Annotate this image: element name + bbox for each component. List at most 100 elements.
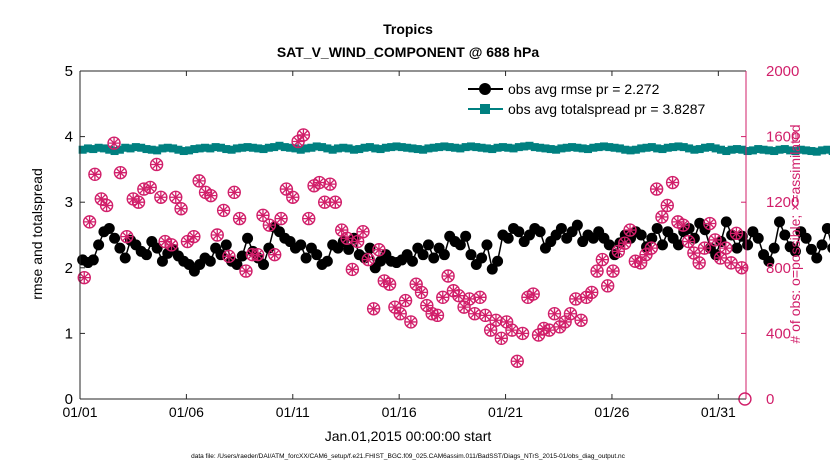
x-tick-label: 01/31 xyxy=(701,404,736,420)
obs-assimilated-point xyxy=(389,301,401,313)
totalspread-point xyxy=(424,144,433,153)
obs-assimilated-point xyxy=(506,324,518,336)
totalspread-point xyxy=(786,146,795,155)
totalspread-point xyxy=(275,141,284,150)
obs-possible-point xyxy=(107,136,121,150)
obs-possible-point xyxy=(569,292,583,306)
obs-possible-point xyxy=(611,244,626,259)
obs-possible-point xyxy=(356,225,370,239)
totalspread-point xyxy=(573,143,582,152)
obs-possible-point xyxy=(366,302,381,316)
obs-possible-point xyxy=(623,223,637,237)
totalspread-point xyxy=(594,143,603,152)
obs-assimilated-point xyxy=(490,314,502,326)
totalspread-point xyxy=(376,145,385,154)
data-file-footer: data file: /Users/raeder/DAI/ATM_forcXX/… xyxy=(191,453,626,460)
rmse-point xyxy=(103,222,115,234)
totalspread-point xyxy=(419,145,428,154)
obs-assimilated-point xyxy=(570,293,582,305)
obs-assimilated-point xyxy=(485,324,497,336)
obs-possible-point xyxy=(267,247,282,262)
x-tick-label: 01/06 xyxy=(169,404,204,420)
totalspread-point xyxy=(578,144,587,153)
legend-rmse-marker xyxy=(479,83,491,95)
obs-assimilated-point xyxy=(469,308,481,320)
obs-assimilated-point xyxy=(527,288,539,300)
obs-assimilated-point xyxy=(263,219,275,231)
totalspread-point xyxy=(727,145,736,154)
obs-possible-point xyxy=(430,308,445,323)
totalspread-point xyxy=(115,145,124,154)
totalspread-point xyxy=(440,142,449,151)
obs-assimilated-point xyxy=(133,196,145,208)
totalspread-point xyxy=(823,145,830,154)
y-left-tick-label: 4 xyxy=(65,129,73,146)
obs-assimilated-point xyxy=(730,227,742,239)
rmse-point xyxy=(752,232,764,244)
obs-assimilated-point xyxy=(591,265,603,277)
obs-possible-point xyxy=(204,188,218,203)
rmse-point xyxy=(768,242,780,254)
legend: obs avg rmse pr = 2.272 obs avg totalspr… xyxy=(462,76,743,122)
obs-assimilated-point xyxy=(559,316,571,328)
obs-possible-point xyxy=(478,308,493,323)
y-right-tick-label: 1200 xyxy=(766,194,799,211)
obs-assimilated-point xyxy=(522,291,534,303)
obs-assimilated-point xyxy=(714,252,726,264)
totalspread-point xyxy=(748,146,757,155)
totalspread-point xyxy=(472,143,481,152)
rmse-point xyxy=(93,239,105,251)
obs-assimilated-point xyxy=(538,322,550,334)
obs-assimilated-point xyxy=(405,316,417,328)
totalspread-point xyxy=(333,144,342,153)
obs-assimilated-point xyxy=(205,190,217,202)
rmse-point xyxy=(295,239,307,251)
obs-possible-point xyxy=(708,233,722,247)
obs-possible-point xyxy=(436,290,450,305)
obs-assimilated-point xyxy=(324,178,336,190)
totalspread-point xyxy=(509,144,518,153)
obs-possible-point xyxy=(154,190,168,204)
obs-assimilated-point xyxy=(308,180,320,192)
obs-assimilated-point xyxy=(275,213,287,225)
obs-assimilated-point xyxy=(218,204,230,216)
totalspread-point xyxy=(387,143,396,152)
totalspread-point xyxy=(706,143,715,152)
totalspread-point xyxy=(371,144,380,153)
rmse-point xyxy=(460,230,472,242)
rmse-point xyxy=(726,229,738,241)
rmse-point xyxy=(571,219,583,231)
totalspread-point xyxy=(142,145,151,154)
obs-assimilated-point xyxy=(442,270,454,282)
obs-possible-point xyxy=(372,243,386,257)
obs-assimilated-point xyxy=(400,295,412,307)
totalspread-point xyxy=(323,144,332,153)
totalspread-point xyxy=(291,144,300,153)
rmse-point xyxy=(742,239,754,251)
totalspread-point xyxy=(78,145,87,154)
totalspread-point xyxy=(716,145,725,154)
totalspread-point xyxy=(408,144,417,153)
obs-possible-point xyxy=(515,326,530,341)
obs-assimilated-point xyxy=(645,242,657,254)
totalspread-point xyxy=(403,143,412,152)
rmse-point xyxy=(231,259,243,271)
obs-possible-point xyxy=(262,218,277,232)
obs-assimilated-point xyxy=(223,250,235,262)
obs-assimilated-point xyxy=(297,129,309,141)
obs-possible-point xyxy=(286,190,300,204)
obs-possible-point xyxy=(729,226,744,241)
obs-possible-point xyxy=(279,182,294,196)
obs-possible-point xyxy=(681,234,696,249)
totalspread-point xyxy=(828,147,830,156)
obs-assimilated-point xyxy=(463,293,475,305)
totalspread-point xyxy=(216,143,225,152)
totalspread-point xyxy=(83,144,92,153)
totalspread-point xyxy=(435,143,444,152)
obs-assimilated-point xyxy=(495,332,507,344)
legend-rmse-label: obs avg rmse pr = 2.272 xyxy=(508,81,660,97)
totalspread-point xyxy=(451,143,460,152)
totalspread-point xyxy=(137,143,146,152)
totalspread-point xyxy=(185,146,194,155)
